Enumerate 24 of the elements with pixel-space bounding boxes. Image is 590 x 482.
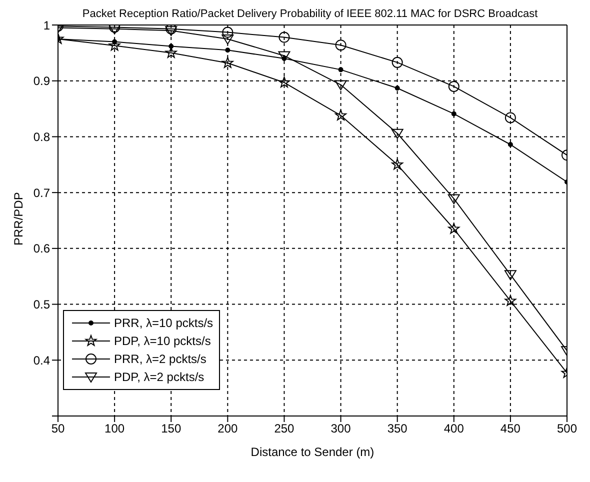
y-tick-label: 0.8 — [33, 130, 50, 144]
chart-title: Packet Reception Ratio/Packet Delivery Probability of IEEE 802.11 MAC for DSRC Broadcast — [81, 8, 539, 20]
x-tick-label: 500 — [556, 422, 578, 436]
x-axis-title: Distance to Sender (m) — [250, 445, 374, 459]
y-tick-label: 0.4 — [33, 353, 50, 368]
x-tick-label: 250 — [274, 422, 295, 436]
x-tick-label: 400 — [444, 422, 464, 436]
y-axis-title: PRR/PDP — [11, 192, 26, 246]
x-tick-label: 150 — [161, 422, 182, 436]
y-tick-label: 0.6 — [33, 242, 50, 256]
legend-label: PDP, λ=10 pckts/s — [114, 334, 211, 348]
legend-label: PRR, λ=2 pckts/s — [114, 352, 206, 366]
y-tick-label: 0.5 — [33, 298, 50, 312]
x-tick-label: 350 — [387, 422, 408, 436]
x-tick-label: 50 — [51, 422, 65, 436]
y-tick-label: 0.9 — [33, 74, 50, 88]
legend-label: PRR, λ=10 pckts/s — [114, 316, 214, 330]
x-tick-label: 300 — [330, 422, 352, 436]
legend-label: PDP, λ=2 pckts/s — [114, 370, 204, 384]
x-tick-label: 450 — [500, 422, 521, 436]
x-tick-label: 100 — [104, 422, 125, 436]
x-tick-label: 200 — [218, 422, 238, 436]
y-tick-label: 0.7 — [33, 186, 50, 200]
y-tick-label: 1 — [43, 18, 50, 32]
